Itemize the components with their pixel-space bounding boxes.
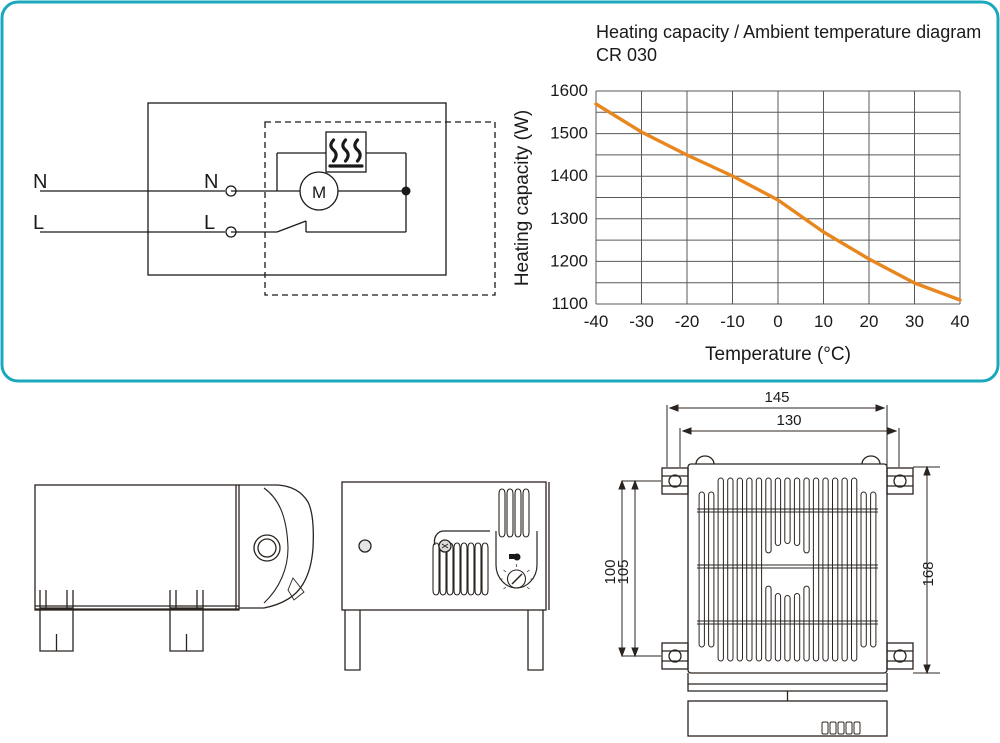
svg-text:130: 130 [776, 412, 801, 429]
svg-text:CR 030: CR 030 [596, 45, 657, 65]
svg-text:1500: 1500 [550, 124, 588, 143]
svg-text:-20: -20 [675, 312, 700, 331]
svg-text:L: L [33, 212, 44, 234]
svg-text:-40: -40 [584, 312, 609, 331]
svg-text:30: 30 [905, 312, 924, 331]
svg-text:N: N [33, 171, 47, 193]
svg-text:145: 145 [764, 389, 789, 406]
svg-text:0: 0 [773, 312, 782, 331]
svg-text:10: 10 [814, 312, 833, 331]
svg-text:20: 20 [860, 312, 879, 331]
svg-text:1100: 1100 [551, 294, 588, 313]
svg-text:Heating capacity / Ambient tem: Heating capacity / Ambient temperature d… [596, 22, 981, 42]
svg-text:M: M [312, 183, 326, 202]
svg-text:-30: -30 [629, 312, 654, 331]
svg-text:1200: 1200 [550, 251, 588, 270]
svg-text:Temperature (°C): Temperature (°C) [705, 344, 851, 365]
svg-text:1400: 1400 [550, 166, 588, 185]
svg-text:168: 168 [920, 561, 937, 586]
svg-text:1600: 1600 [550, 81, 588, 100]
svg-text:N: N [204, 171, 218, 193]
svg-text:1300: 1300 [550, 209, 588, 228]
svg-text:Heating capacity (W): Heating capacity (W) [512, 110, 533, 286]
svg-text:40: 40 [951, 312, 970, 331]
svg-text:L: L [204, 212, 215, 234]
svg-text:105: 105 [615, 559, 632, 584]
svg-text:-10: -10 [720, 312, 745, 331]
